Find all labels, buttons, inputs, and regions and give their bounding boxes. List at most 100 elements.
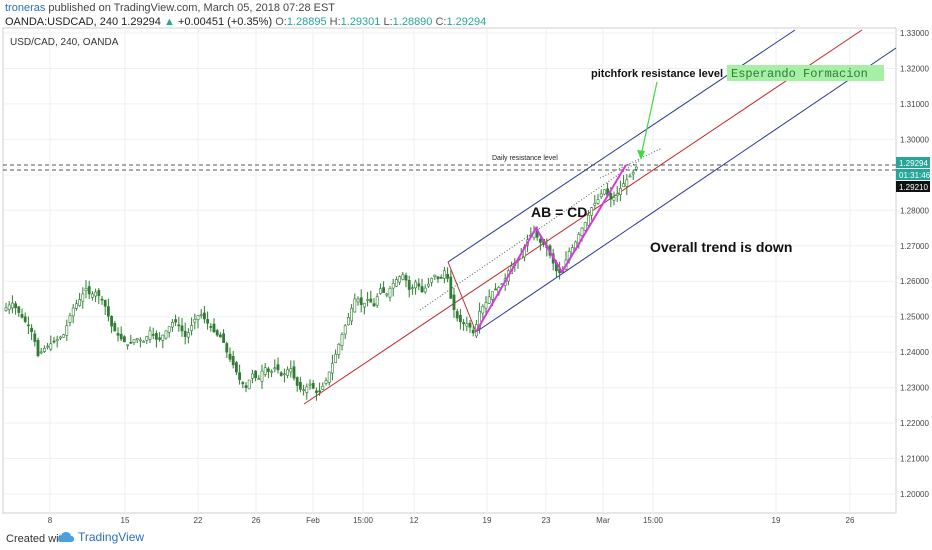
candle-body (353, 298, 357, 313)
candle-body (423, 287, 427, 293)
candle-body (174, 319, 178, 323)
candle-body (590, 207, 594, 216)
candle-body (602, 189, 606, 195)
time-axis[interactable]: 8 15 22 26 Feb 15:00 12 19 23 Mar 15:00 19 26 (48, 516, 855, 525)
candle-body (68, 315, 72, 323)
y-tick-label: 1.32000 (900, 64, 929, 73)
candle-body (75, 303, 78, 309)
candle-body (343, 325, 347, 335)
candle-body (308, 383, 312, 386)
candle-body (158, 337, 162, 340)
level-price-tag (896, 181, 930, 192)
tradingview-brand[interactable]: TradingView (58, 530, 144, 544)
candle-body (583, 222, 587, 231)
candle-body (471, 329, 475, 334)
arrow-shaft (640, 81, 658, 157)
daily-resistance-label: Daily resistance level (492, 155, 558, 162)
candle-body (311, 382, 315, 389)
candle-body (346, 317, 350, 326)
candle-body (199, 314, 203, 317)
y-tick-label: 1.25000 (900, 313, 929, 322)
candle-body (215, 330, 219, 336)
candle-body (231, 356, 235, 366)
abcd-pattern[interactable] (475, 164, 627, 333)
candle-body (119, 333, 123, 340)
candle-body (145, 336, 149, 341)
candle-body (458, 314, 462, 323)
candle-body (634, 166, 638, 170)
candle-body (263, 367, 267, 375)
candle-body (71, 307, 75, 317)
candle-body (219, 334, 222, 338)
candle-body (446, 273, 450, 279)
candle-body (113, 322, 117, 332)
candle-body (442, 270, 446, 279)
candle-body (378, 288, 382, 294)
candle-body (401, 274, 405, 280)
candle-body (350, 308, 354, 322)
x-tick-label: Feb (306, 516, 320, 525)
x-tick-label: 8 (48, 516, 53, 525)
price-axis[interactable]: 1.330001.320001.310001.300001.290001.280… (900, 29, 929, 499)
candle-body (58, 336, 62, 339)
pitchfork-handle-line (447, 261, 477, 333)
pane-title: USD/CAD, 240, OANDA (10, 37, 119, 48)
pitchfork-median-line[interactable] (303, 29, 863, 405)
candle-body (430, 278, 434, 283)
candle-body (276, 364, 280, 371)
x-tick-label: 12 (410, 516, 419, 525)
candle-body (375, 296, 379, 306)
pitchfork-lower-line[interactable] (475, 47, 897, 333)
price-chart[interactable]: 1.330001.320001.310001.300001.290001.280… (0, 0, 932, 527)
candle-body (369, 298, 373, 303)
high-value: 1.29301 (340, 16, 381, 28)
candle-body (81, 293, 85, 302)
candle-body (487, 296, 491, 304)
candle-body (55, 338, 59, 342)
candle-body (97, 290, 101, 296)
author-name[interactable]: troneras (5, 2, 46, 14)
candle-body (321, 385, 325, 390)
candle-body (327, 371, 331, 383)
candle-body (391, 283, 395, 289)
candle-body (593, 203, 597, 206)
candle-body (404, 275, 408, 281)
candle-body (254, 370, 258, 378)
candle-body (340, 334, 344, 347)
candle-body (17, 306, 21, 313)
candle-body (289, 368, 293, 373)
candle-body (282, 373, 286, 376)
candle-body (580, 227, 584, 236)
candle-body (251, 373, 254, 379)
candle-body (193, 318, 197, 323)
candle-body (116, 333, 120, 336)
candle-body (292, 366, 296, 379)
tradingview-brand-text: TradingView (78, 530, 145, 544)
candle-body (586, 214, 590, 226)
esperando-label: Esperando Formacion (731, 67, 868, 81)
candle-body (439, 276, 443, 279)
candle-body (398, 276, 402, 283)
candle-body (62, 334, 66, 338)
candle-body (26, 324, 30, 327)
candle-body (385, 293, 389, 296)
candle-body (87, 286, 91, 295)
candle-body (7, 304, 11, 310)
candle-body (260, 370, 264, 382)
candle-body (203, 312, 206, 320)
candle-body (302, 389, 306, 392)
x-tick-label: 15:00 (353, 516, 374, 525)
candle-body (39, 351, 43, 354)
candle-body (426, 283, 430, 287)
candle-body (94, 291, 98, 297)
x-tick-label: 19 (483, 516, 492, 525)
candle-body (538, 238, 542, 243)
inner-channel-line-2 (599, 147, 663, 179)
candle-body (362, 302, 366, 308)
candle-body (183, 330, 187, 337)
candle-body (187, 332, 190, 338)
candle-body (366, 299, 370, 301)
y-tick-label: 1.30000 (900, 135, 929, 144)
candle-body (484, 302, 488, 309)
close-value: 1.29294 (446, 16, 487, 28)
